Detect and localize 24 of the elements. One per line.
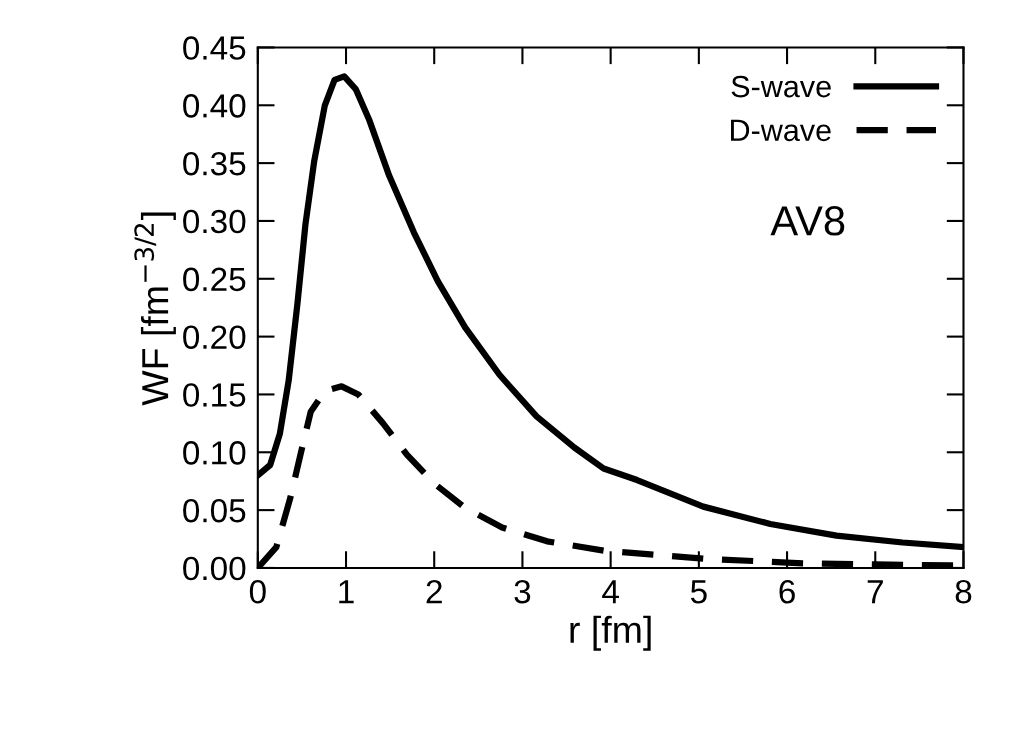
x-tick-label: 5 <box>690 580 707 604</box>
x-tick-label: 1 <box>339 580 354 604</box>
x-tick-label: 0 <box>249 579 266 604</box>
y-tick-label: 0.45 <box>183 36 246 60</box>
x-tick-label: 3 <box>514 579 531 604</box>
annotation: AV8 <box>770 206 845 236</box>
y-tick-label: 0.10 <box>183 441 246 465</box>
y-tick-label: 0.30 <box>183 209 246 234</box>
x-tick-label: 7 <box>867 580 883 604</box>
x-tick-label: 6 <box>779 579 795 604</box>
y-axis-title: WF [fm$^{−3/2}$] <box>134 212 176 406</box>
y-tick-label: 0.15 <box>183 383 246 407</box>
y-tick-label: 0.40 <box>183 94 246 118</box>
legend-label: S-wave <box>731 75 831 98</box>
x-tick-label: 8 <box>955 579 972 604</box>
y-tick-label: 0.25 <box>183 267 246 292</box>
legend-label: D-wave <box>731 119 831 142</box>
y-tick-label: 0.20 <box>183 325 246 350</box>
y-tick-label: 0.35 <box>183 151 246 176</box>
y-tick-label: 0.05 <box>183 498 246 523</box>
x-tick-label: 2 <box>426 579 442 604</box>
y-tick-label: 0.00 <box>183 556 246 581</box>
x-tick-label: 4 <box>602 580 619 604</box>
x-axis-title: r [fm] <box>570 615 651 651</box>
